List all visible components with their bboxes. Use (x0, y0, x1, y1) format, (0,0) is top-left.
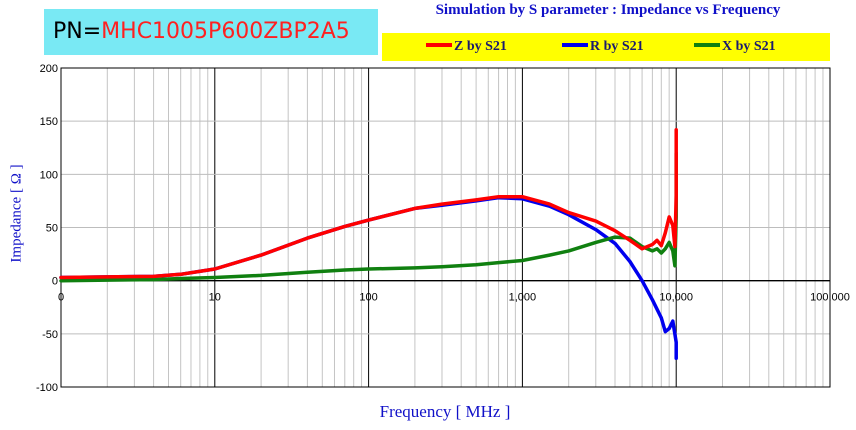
chart-legend: Z by S21 R by S21 X by S21 (382, 33, 830, 61)
x-tick-label: 10 (209, 292, 221, 304)
y-tick-label: 200 (40, 63, 58, 75)
x-tick-label: 10,000 (659, 292, 693, 304)
part-number-box: PN=MHC1005P600ZBP2A5 (44, 9, 378, 55)
y-axis-label: Impedance [ Ω ] (8, 164, 25, 263)
legend-item-z: Z by S21 (426, 33, 507, 61)
y-tick-label: 100 (40, 169, 58, 181)
x-tick-label: 100 (359, 292, 377, 304)
y-tick-label: 150 (40, 116, 58, 128)
part-number-value: MHC1005P600ZBP2A5 (101, 19, 350, 44)
legend-swatch-z (426, 42, 452, 47)
legend-label-x: X by S21 (722, 39, 776, 54)
y-tick-label: 50 (46, 223, 58, 235)
x-tick-label: 1,000 (509, 292, 537, 304)
series-line-z (59, 127, 678, 280)
series-line-x (59, 151, 678, 283)
plot-area-frame (60, 67, 831, 388)
legend-swatch-x (694, 42, 720, 47)
y-tick-label: -50 (42, 329, 58, 341)
y-tick-label: -100 (36, 382, 58, 394)
legend-item-r: R by S21 (562, 33, 644, 61)
legend-label-z: Z by S21 (454, 39, 507, 54)
legend-label-r: R by S21 (590, 39, 644, 54)
chart-title: Simulation by S parameter : Impedance vs… (435, 2, 781, 18)
part-number-prefix: PN= (53, 19, 102, 44)
x-axis-label: Frequency [ MHz ] (379, 402, 511, 421)
x-tick-label: 100,000 (810, 292, 850, 304)
legend-swatch-r (562, 42, 588, 47)
y-tick-label: 0 (52, 276, 58, 288)
legend-item-x: X by S21 (694, 33, 776, 61)
x-tick-label: 0 (58, 292, 64, 304)
